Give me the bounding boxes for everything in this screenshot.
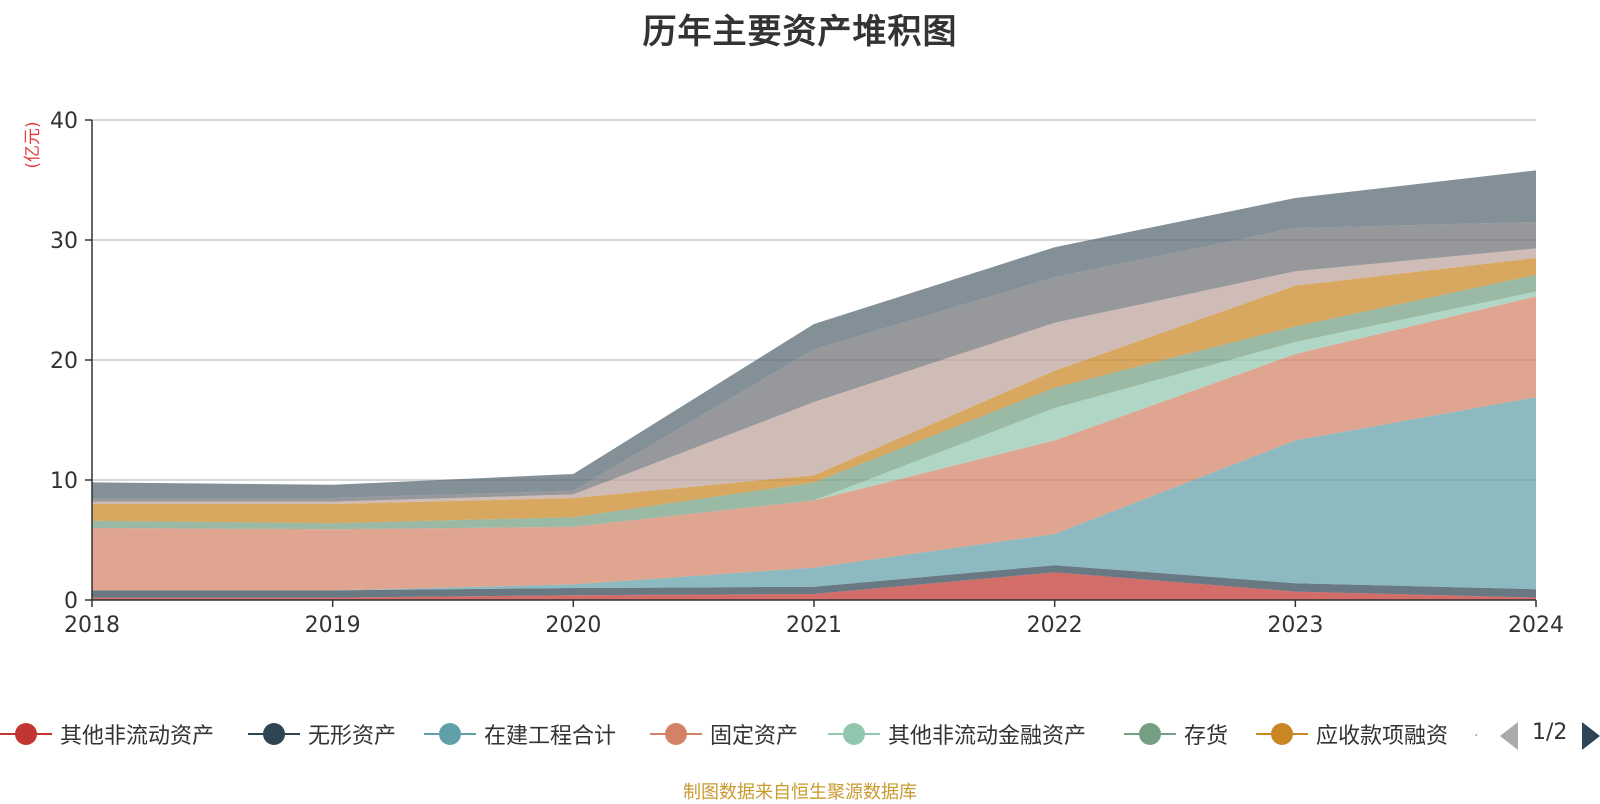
legend-label: 无形资产 [308,724,397,749]
area-series-9 [92,170,1536,498]
area-series-6 [92,258,1536,524]
legend-label: 其他非流动金融资产 [888,724,1087,749]
area-series-0 [92,572,1536,600]
area-series-1 [92,565,1536,598]
y-tick-label: 30 [50,229,78,254]
x-tick-label: 2019 [305,613,361,638]
legend-item[interactable]: 固定资产 [650,714,798,754]
legend-item[interactable]: 无形资产 [248,714,396,754]
legend-item[interactable]: 存货 [1124,714,1228,754]
legend-label: 在建工程合计 [484,724,617,749]
source-note: 制图数据来自恒生聚源数据库 [683,782,917,803]
legend-item[interactable]: 应收款项融资 [1256,714,1448,754]
legend-marker-icon [1256,714,1308,754]
legend-label: 固定资产 [710,724,799,749]
legend-item[interactable]: 其他非流动资产 [0,714,214,754]
legend-marker-icon [1124,714,1176,754]
legend-marker-icon [828,714,880,754]
legend-item[interactable]: 其他非流动金融资产 [828,714,1086,754]
legend-marker-icon [650,714,702,754]
y-tick-label: 10 [50,469,78,494]
legend-item[interactable]: 在建工程合计 [424,714,616,754]
axes: 0 10 20 30 40 2018 2019 2020 2021 2022 2023 2024 [50,109,1564,638]
y-tick-label: 40 [50,109,78,134]
x-tick-label: 2020 [545,613,601,638]
x-tick-label: 2021 [786,613,842,638]
legend-label: 其他非流动资产 [60,724,215,749]
legend-next-page-icon[interactable] [1582,722,1600,750]
legend-pager: 1/2 [1500,718,1600,752]
area-series-2 [92,397,1536,591]
legend-prev-page-icon[interactable] [1500,722,1518,750]
y-tick-label: 20 [50,349,78,374]
legend-overflow-indicator: · [1474,728,1479,744]
legend-label: 应收款项融资 [1316,724,1449,749]
x-tick-label: 2023 [1267,613,1323,638]
area-series-8 [92,222,1536,502]
area-series-7 [92,248,1536,504]
y-axis-label: (亿元) [23,121,43,168]
stacked-areas [92,170,1536,600]
legend-marker-icon [424,714,476,754]
legend-label: 存货 [1184,724,1229,749]
legend: · 其他非流动资产 无形资产 在建工程合计 固定资产 其他非流动金融资产 存货 应收款项融资 [0,714,1600,754]
legend-marker-icon [248,714,300,754]
x-tick-label: 2018 [64,613,120,638]
chart-plot: 0 10 20 30 40 2018 2019 2020 2021 2022 2023 2024 (亿… [23,109,1564,638]
legend-page-indicator: 1/2 [1532,720,1568,745]
area-series-3 [92,296,1536,591]
x-tick-label: 2022 [1027,613,1083,638]
x-tick-label: 2024 [1508,613,1564,638]
legend-marker-icon [0,714,52,754]
y-tick-label: 0 [64,589,78,614]
chart-title: 历年主要资产堆积图 [642,12,958,52]
